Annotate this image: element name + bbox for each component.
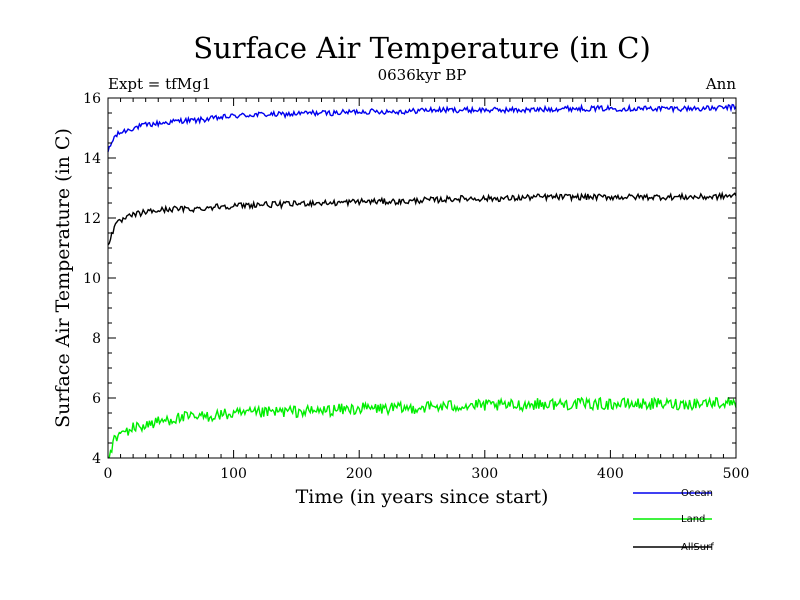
y-tick-label: 4: [92, 451, 101, 467]
season-label: Ann: [705, 75, 736, 93]
x-tick-label: 0: [104, 466, 113, 482]
legend: Ocean Land AllSurf: [633, 488, 714, 553]
y-tick-label: 16: [83, 91, 101, 107]
experiment-label: Expt = tfMg1: [108, 75, 211, 93]
y-tick-label: 10: [83, 271, 101, 287]
y-tick-label: 6: [92, 391, 101, 407]
y-tick-label: 8: [92, 331, 101, 347]
y-axis-label: Surface Air Temperature (in C): [52, 128, 74, 428]
series-line-ocean: [107, 103, 737, 153]
x-axis-label: Time (in years since start): [296, 486, 549, 508]
series-line-land: [107, 396, 737, 459]
legend-label-allsurf: AllSurf: [681, 542, 714, 553]
x-tick-label: 200: [346, 466, 373, 482]
chart-title: Surface Air Temperature (in C): [193, 31, 651, 65]
y-tick-label: 14: [83, 151, 101, 167]
period-label: 0636kyr BP: [378, 66, 467, 84]
tick-labels: 0 100 200 300 400 500 4 6 8 10 12 14 16: [83, 91, 749, 482]
series-line-allsurf: [107, 190, 737, 246]
series-group: [107, 103, 737, 459]
y-tick-label: 12: [83, 211, 101, 227]
legend-label-land: Land: [681, 514, 705, 525]
x-tick-label: 300: [471, 466, 498, 482]
x-tick-label: 500: [723, 466, 750, 482]
x-tick-label: 400: [597, 466, 624, 482]
x-tick-label: 100: [220, 466, 247, 482]
legend-label-ocean: Ocean: [681, 488, 713, 499]
plot-frame: [107, 97, 737, 459]
